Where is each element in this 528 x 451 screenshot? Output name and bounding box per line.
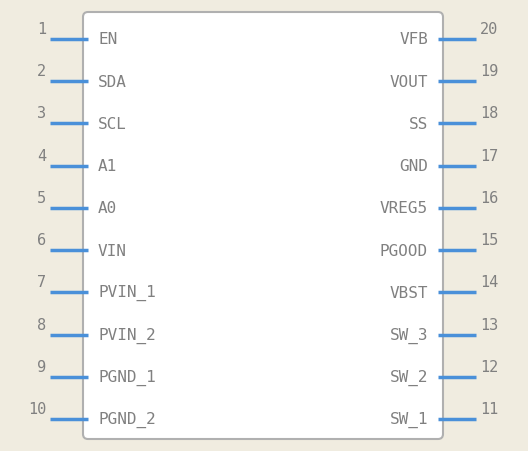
Text: 9: 9 (37, 359, 46, 374)
Text: VOUT: VOUT (390, 74, 428, 90)
Text: 3: 3 (37, 106, 46, 121)
Text: PGND_2: PGND_2 (98, 411, 156, 427)
Text: 12: 12 (480, 359, 498, 374)
Text: 1: 1 (37, 22, 46, 37)
Text: SW_1: SW_1 (390, 411, 428, 427)
Text: SW_3: SW_3 (390, 327, 428, 343)
Text: SCL: SCL (98, 117, 127, 132)
Text: GND: GND (399, 159, 428, 174)
Text: 11: 11 (480, 401, 498, 416)
Text: 4: 4 (37, 148, 46, 163)
Text: 15: 15 (480, 233, 498, 248)
Text: 17: 17 (480, 148, 498, 163)
Text: PGND_1: PGND_1 (98, 369, 156, 385)
Text: SDA: SDA (98, 74, 127, 90)
Text: 14: 14 (480, 275, 498, 290)
Text: VIN: VIN (98, 243, 127, 258)
Text: VBST: VBST (390, 285, 428, 300)
Text: VREG5: VREG5 (380, 201, 428, 216)
Text: A1: A1 (98, 159, 117, 174)
Text: 5: 5 (37, 190, 46, 206)
Text: 19: 19 (480, 64, 498, 79)
Text: SW_2: SW_2 (390, 369, 428, 385)
Text: 2: 2 (37, 64, 46, 79)
Text: SS: SS (409, 117, 428, 132)
Text: 20: 20 (480, 22, 498, 37)
Text: 10: 10 (28, 401, 46, 416)
Text: 7: 7 (37, 275, 46, 290)
Text: 18: 18 (480, 106, 498, 121)
Text: A0: A0 (98, 201, 117, 216)
Text: EN: EN (98, 32, 117, 47)
FancyBboxPatch shape (83, 13, 443, 439)
Text: PGOOD: PGOOD (380, 243, 428, 258)
Text: PVIN_2: PVIN_2 (98, 327, 156, 343)
Text: 6: 6 (37, 233, 46, 248)
Text: PVIN_1: PVIN_1 (98, 285, 156, 301)
Text: 13: 13 (480, 317, 498, 332)
Text: 8: 8 (37, 317, 46, 332)
Text: VFB: VFB (399, 32, 428, 47)
Text: 16: 16 (480, 190, 498, 206)
